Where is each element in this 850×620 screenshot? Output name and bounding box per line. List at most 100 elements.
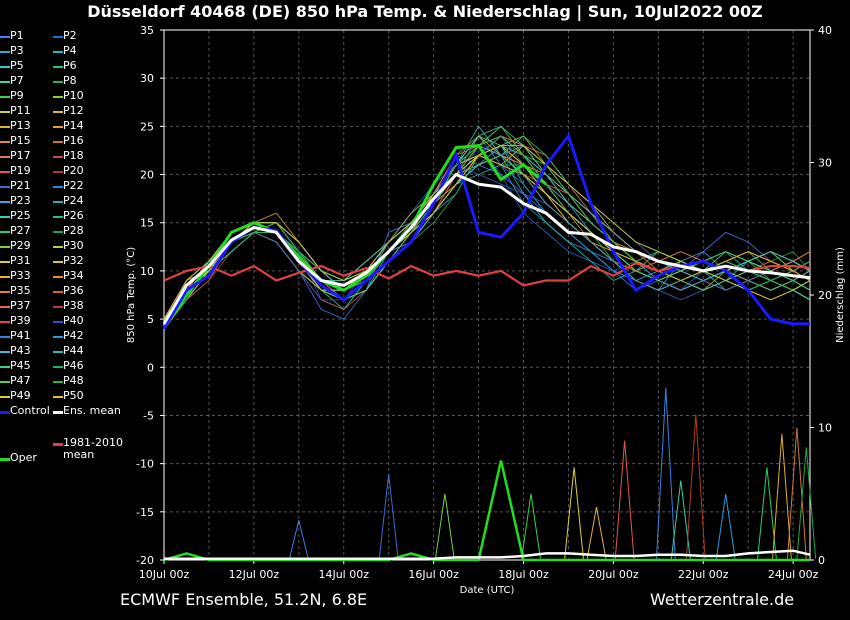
precip-spike [564,467,584,559]
legend-swatch [0,366,10,368]
precip-spike [289,520,309,559]
precip-spike [715,493,736,559]
legend-swatch [53,443,63,446]
precip-spike [586,506,607,559]
legend-swatch [53,231,63,233]
legend-label: P15 [10,134,31,147]
legend-swatch [53,291,63,293]
series-line-p19 [163,154,811,329]
legend-label: P17 [10,149,31,162]
legend-swatch [0,186,10,188]
series-line-p4 [163,145,811,329]
series-line-p43 [163,145,811,329]
legend-label: P39 [10,314,31,327]
legend-swatch [53,96,63,98]
precip-spike [614,440,635,559]
series-line-p22 [163,154,811,329]
legend-swatch [53,66,63,68]
series-line-p23 [163,154,811,320]
legend-label: P13 [10,119,31,132]
legend-label: P34 [63,269,84,282]
series-line-control [162,132,810,330]
legend-swatch [53,156,63,158]
series-line-p42 [163,145,811,329]
legend-label: P2 [63,29,77,42]
legend-label: P10 [63,89,84,102]
model-info: ECMWF Ensemble, 51.2N, 6.8E [120,590,368,609]
y2-axis-label: Niederschlag (mm) [835,247,846,343]
precip-spike [757,467,777,559]
legend-swatch [53,216,63,218]
legend-label: P50 [63,389,84,402]
legend-swatch [0,306,10,308]
legend-label: P42 [63,329,84,342]
x-tick-label: 22Jul 00z [678,568,729,581]
y-tick-label: 35 [140,24,154,37]
legend-label: P6 [63,59,77,72]
legend-label: P24 [63,194,84,207]
legend-swatch [0,396,10,398]
legend-label: P40 [63,314,84,327]
legend-label: P23 [10,194,31,207]
y-tick-label: 10 [140,265,154,278]
precip-spike [796,447,817,559]
legend-label: P12 [63,104,84,117]
legend-label: P20 [63,164,84,177]
series-line-p24 [163,145,811,329]
legend-swatch [0,66,10,68]
legend-swatch [0,261,10,263]
series-line-oper [162,144,547,330]
y2-tick-label: 20 [818,289,832,302]
series-line-p31 [163,145,811,329]
series-line-p33 [163,145,811,329]
series-line-p2 [163,144,811,329]
legend-swatch [53,366,63,368]
series-line-p48 [163,135,811,329]
legend-swatch [0,81,10,83]
legend-label: P19 [10,164,31,177]
legend-label: P45 [10,359,31,372]
y-tick-label: -20 [136,554,154,567]
y2-tick-label: 30 [818,157,832,170]
series-line-oper-precip [163,460,810,562]
legend-label: P44 [63,344,84,357]
legend-label: P7 [10,74,24,87]
legend-label: P31 [10,254,31,267]
x-tick-label: 18Jul 00z [498,568,549,581]
legend-swatch [0,231,10,233]
legend-swatch [0,336,10,338]
y-tick-label: 0 [147,361,154,374]
legend-swatch [0,246,10,248]
legend-swatch [53,306,63,308]
legend-swatch [53,141,63,143]
legend-swatch [0,141,10,143]
legend-swatch [0,51,10,53]
legend-swatch [53,381,63,383]
legend-label: P5 [10,59,24,72]
legend-swatch [0,351,10,353]
legend-label: P32 [63,254,84,267]
x-tick-label: 14Jul 00z [318,568,369,581]
precip-spike [685,414,706,559]
legend-swatch [53,81,63,83]
legend-label: P46 [63,359,84,372]
legend-swatch [0,381,10,383]
series-line-ens-mean-precip [164,549,811,560]
legend-swatch [0,156,10,158]
legend-swatch [0,291,10,293]
legend-label: P14 [63,119,84,132]
y-tick-label: -5 [143,409,154,422]
legend-swatch [0,411,10,414]
y-tick-label: 20 [140,169,154,182]
legend-swatch [53,126,63,128]
legend-swatch [53,411,63,414]
legend-swatch [0,276,10,278]
legend-swatch [53,336,63,338]
series-line-p36 [163,154,811,329]
series-line-p39 [163,154,811,329]
precip-spike [521,493,541,559]
legend-label: Oper [10,451,37,464]
x-tick-label: 12Jul 00z [229,568,280,581]
legend-label: P11 [10,104,31,117]
legend-swatch [0,458,10,461]
